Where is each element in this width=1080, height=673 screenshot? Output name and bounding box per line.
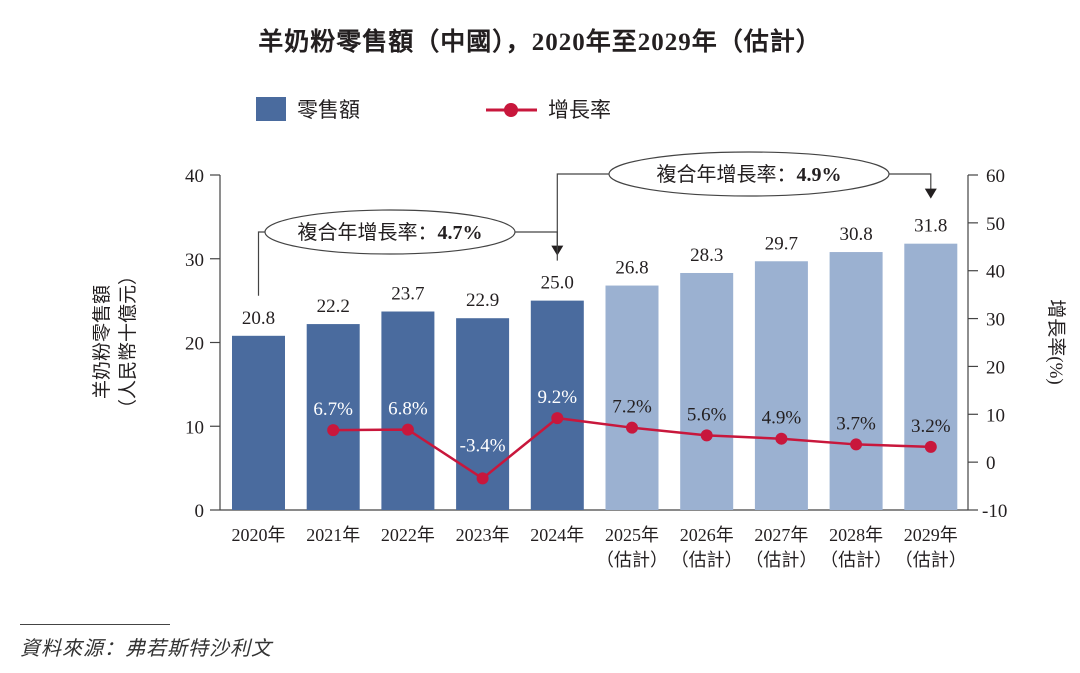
- x-tick-label: 2022年: [381, 525, 435, 545]
- bar-value-label: 23.7: [391, 284, 424, 305]
- growth-point: [476, 472, 489, 485]
- x-tick-sublabel: （估計）: [596, 550, 668, 570]
- x-tick-label: 2023年: [456, 525, 510, 545]
- bar: [605, 285, 659, 510]
- growth-point: [775, 432, 788, 445]
- cagr-label: 複合年增長率：4.7%: [298, 221, 483, 244]
- source-divider: [20, 624, 170, 625]
- growth-line: [327, 412, 937, 485]
- cagr-label-value: 4.7%: [438, 222, 483, 244]
- cagr-ellipse: [608, 151, 890, 197]
- growth-value-label: -3.4%: [460, 435, 506, 456]
- growth-point: [700, 429, 713, 442]
- bar-value-label: 29.7: [765, 233, 798, 254]
- bar-value-label: 31.8: [914, 216, 947, 237]
- x-tick-label: 2020年: [232, 525, 286, 545]
- left-axis-title: 羊奶粉零售額: [91, 285, 113, 399]
- legend-dot: [504, 103, 518, 117]
- x-tick-label: 2027年: [754, 525, 808, 545]
- right-axis-tick-label: 20: [986, 357, 1005, 378]
- growth-value-label: 3.2%: [911, 416, 951, 437]
- legend: 零售額 增長率: [256, 97, 611, 122]
- x-tick-label: 2025年: [605, 525, 659, 545]
- growth-value-label: 5.6%: [687, 404, 727, 425]
- cagr-ellipse: [264, 209, 516, 255]
- right-axis-tick-label: 10: [986, 405, 1005, 426]
- source-note: 資料來源：弗若斯特沙利文: [20, 638, 272, 660]
- bar: [306, 324, 360, 510]
- cagr-connector-left: [556, 173, 609, 261]
- growth-value-label: 6.7%: [313, 399, 353, 420]
- x-tick-label: 2026年: [680, 525, 734, 545]
- left-axis-tick-label: 20: [185, 334, 204, 355]
- right-axis-tick-label: 60: [986, 166, 1005, 187]
- annotations: 複合年增長率：4.7%複合年增長率：4.9%: [257, 151, 937, 296]
- x-tick-label: 2028年: [829, 525, 883, 545]
- cagr-arrow-icon: [924, 188, 937, 199]
- cagr-connector-left: [257, 231, 265, 296]
- right-axis-tick-label: -10: [982, 501, 1007, 522]
- legend-label-line: 增長率: [548, 98, 611, 122]
- growth-value-label: 4.9%: [762, 408, 802, 429]
- bar-value-label: 22.9: [466, 290, 499, 311]
- x-tick-label: 2024年: [530, 525, 584, 545]
- growth-value-label: 3.7%: [836, 413, 876, 434]
- bar-value-label: 22.2: [317, 296, 350, 317]
- bar-value-label: 30.8: [839, 224, 872, 245]
- left-axis-tick-label: 10: [185, 417, 204, 438]
- axes: 0 10 20 30 40 -10 0 10 20 30 40 50 60 羊奶粉零售額 （人民幣十億元） 增…: [91, 166, 1067, 570]
- x-tick-sublabel: （估計）: [745, 550, 817, 570]
- bar: [680, 272, 734, 510]
- bar-value-label: 26.8: [615, 258, 648, 279]
- right-axis-tick-label: 40: [986, 262, 1005, 283]
- growth-point: [327, 424, 340, 437]
- bar-value-label: 28.3: [690, 245, 723, 266]
- chart-title: 羊奶粉零售額（中國），2020年至2029年（估計）: [258, 29, 822, 56]
- growth-point: [626, 421, 638, 434]
- bar: [754, 261, 808, 510]
- cagr-label: 複合年增長率：4.9%: [657, 163, 842, 186]
- bar-value-label: 25.0: [541, 273, 574, 294]
- growth-value-label: 9.2%: [538, 387, 578, 408]
- right-axis-tick-label: 0: [986, 453, 996, 474]
- right-axis-tick-label: 30: [986, 310, 1005, 331]
- right-axis-tick-label: 50: [986, 214, 1005, 235]
- growth-point: [924, 440, 937, 453]
- cagr-connector-right: [889, 173, 932, 191]
- x-tick-label: 2021年: [306, 525, 360, 545]
- bar: [530, 300, 584, 510]
- growth-point: [401, 423, 414, 436]
- left-axis-title: （人民幣十億元）: [117, 266, 139, 418]
- bar: [381, 311, 435, 510]
- cagr-connector-right: [515, 231, 558, 248]
- right-axis-title: 增長率(%): [1045, 299, 1067, 384]
- bar: [232, 335, 285, 510]
- growth-value-label: 7.2%: [612, 397, 652, 418]
- legend-label-bar: 零售額: [297, 98, 360, 122]
- x-tick-sublabel: （估計）: [895, 550, 967, 570]
- x-tick-label: 2029年: [904, 525, 958, 545]
- growth-point: [850, 438, 863, 451]
- cagr-label-prefix: 複合年增長率：: [298, 221, 438, 244]
- legend-swatch-bar: [256, 97, 286, 121]
- x-tick-sublabel: （估計）: [671, 550, 743, 570]
- bar: [829, 252, 883, 511]
- left-axis-tick-label: 0: [195, 501, 205, 522]
- data-labels: 20.8 22.2 23.7 22.9 25.0 26.8 28.3 29.7 30.8 31.8…: [242, 216, 951, 457]
- left-axis-tick-label: 40: [185, 166, 204, 187]
- cagr-label-value: 4.9%: [797, 164, 842, 186]
- left-axis-tick-label: 30: [185, 250, 204, 271]
- bars: [232, 243, 958, 511]
- x-tick-sublabel: （估計）: [820, 550, 892, 570]
- bar-value-label: 20.8: [242, 308, 275, 329]
- growth-point: [551, 412, 564, 425]
- growth-value-label: 6.8%: [388, 399, 428, 420]
- bar: [904, 243, 958, 511]
- cagr-label-prefix: 複合年增長率：: [657, 163, 797, 186]
